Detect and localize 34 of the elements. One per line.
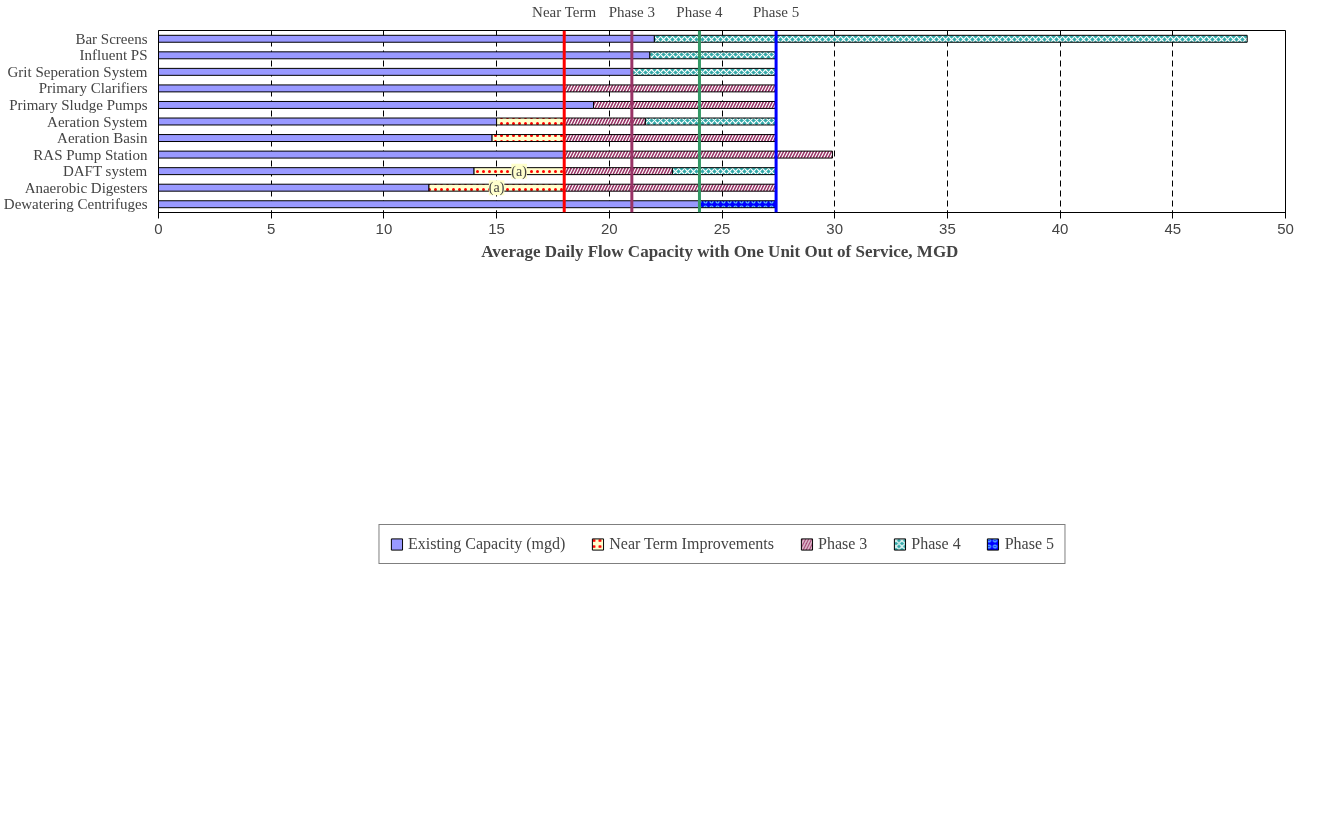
x-axis-title: Average Daily Flow Capacity with One Unit Out of Service, MGD: [481, 241, 959, 261]
legend-label: Phase 4: [911, 535, 961, 553]
legend-label: Existing Capacity (mgd): [407, 535, 566, 553]
y-tick-label: Primary Clarifiers: [38, 80, 148, 97]
x-tick-label: 20: [600, 219, 618, 237]
legend-label: Near Term Improvements: [609, 535, 775, 553]
y-tick-label: Grit Seperation System: [7, 63, 148, 80]
y-tick-label: Anaerobic Digesters: [24, 179, 148, 196]
y-tick-label: DAFT system: [62, 163, 148, 180]
y-tick-label: RAS Pump Station: [33, 146, 148, 163]
y-tick-label: Bar Screens: [75, 30, 148, 47]
x-tick-label: 30: [826, 219, 844, 237]
y-tick-label: Dewatering Centrifuges: [3, 196, 148, 213]
x-tick-label: 35: [939, 219, 956, 237]
annotation: (a): [511, 163, 528, 180]
ref-line-label: Phase 5: [752, 3, 800, 20]
y-tick-label: Aeration System: [47, 113, 148, 130]
x-tick-label: 40: [1051, 219, 1069, 237]
legend-label: Phase 5: [1004, 535, 1055, 553]
annotation: (a): [488, 180, 505, 197]
y-tick-label: Influent PS: [79, 47, 148, 64]
x-tick-label: 50: [1277, 219, 1294, 237]
legend-label: Phase 3: [818, 535, 868, 553]
x-tick-label: 5: [267, 219, 276, 237]
x-tick-label: 0: [154, 219, 163, 237]
x-tick-label: 10: [375, 219, 393, 237]
y-tick-label: Primary Sludge Pumps: [9, 96, 148, 113]
ref-line-label: Phase 3: [608, 3, 655, 20]
x-tick-label: 15: [488, 219, 505, 237]
x-tick-label: 25: [713, 219, 731, 237]
ref-line-label: Phase 4: [676, 3, 724, 20]
x-tick-label: 45: [1164, 219, 1182, 237]
y-tick-label: Aeration Basin: [57, 130, 148, 147]
ref-line-label: Near Term: [532, 3, 597, 20]
